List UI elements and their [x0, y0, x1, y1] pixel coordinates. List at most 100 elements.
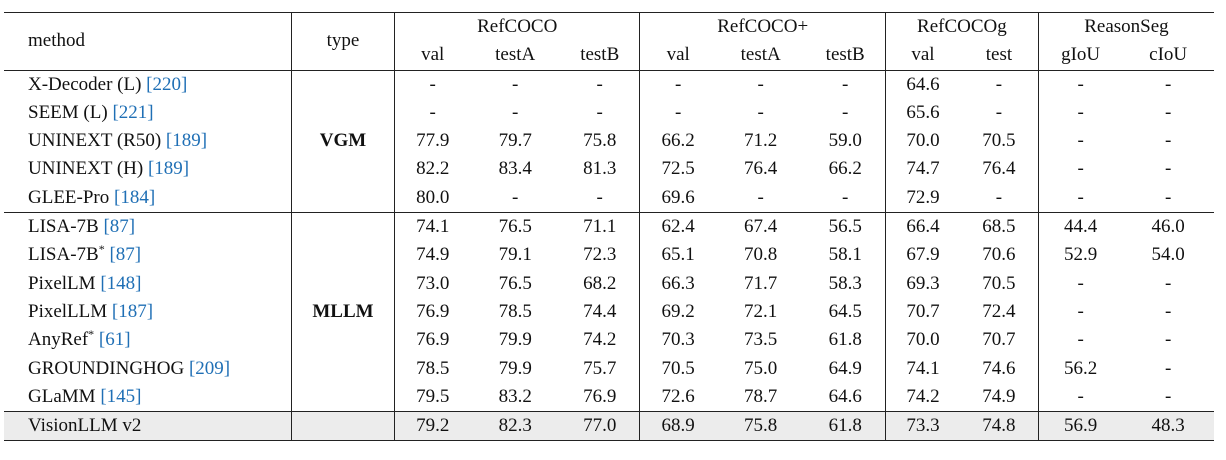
value-cell: -	[512, 186, 519, 208]
value-cell: -	[1165, 300, 1172, 322]
value-cell: 44.4	[1037, 212, 1123, 242]
type-cell	[291, 411, 395, 442]
header-sub: val	[884, 41, 960, 71]
method-cell: GLEE-Pro [184]	[4, 184, 292, 213]
header-group: RefCOCO+	[639, 12, 886, 42]
value-cell: 75.7	[583, 357, 617, 379]
value-cell: -	[639, 98, 716, 128]
value-cell: -	[393, 98, 471, 128]
value-cell: 82.3	[470, 411, 560, 442]
star-mark: *	[88, 327, 95, 342]
value-cell: 78.5	[393, 354, 471, 383]
value-cell: 46.0	[1122, 212, 1214, 242]
header-sub: testA	[740, 44, 781, 66]
value-cell: -	[959, 69, 1039, 99]
table-row: LISA-7B* [87] 74.9 79.1 72.3 65.1 70.8 58.1 67.…	[4, 241, 1214, 270]
header-method: method	[4, 12, 292, 71]
value-cell: 52.9	[1037, 241, 1123, 270]
citation-link[interactable]: [148]	[100, 272, 142, 294]
value-cell: 75.8	[583, 130, 617, 152]
table-row: GLEE-Pro [184] 80.0 - - 69.6 - - 72.9 - - -	[4, 183, 1214, 213]
citation-link[interactable]: [189]	[147, 158, 190, 180]
value-cell: 72.3	[583, 244, 617, 266]
value-cell: 61.8	[805, 411, 886, 442]
table-row: UNINEXT (R50) [189] 77.9 79.7 75.8 66.2 71.2 5…	[4, 127, 1214, 156]
header-sub: val	[393, 41, 471, 71]
method-cell: AnyRef* [61]	[4, 326, 292, 354]
citation-link[interactable]: [220]	[146, 73, 188, 95]
value-cell: 79.5	[393, 382, 471, 412]
value-cell: 68.9	[639, 411, 716, 442]
citation-link[interactable]: [209]	[188, 357, 231, 379]
value-cell: 70.8	[744, 244, 778, 266]
method-name: PixelLLM	[28, 300, 112, 322]
table-row: GROUNDINGHOG [209] 78.5 79.9 75.7 70.5 75.0 64…	[4, 354, 1214, 383]
header-sub: testB	[825, 44, 865, 66]
value-cell: -	[1037, 183, 1123, 213]
value-cell: 73.0	[393, 269, 471, 298]
value-cell: 61.8	[828, 329, 862, 351]
method-cell: UNINEXT (R50) [189]	[4, 127, 292, 155]
value-cell: 76.9	[393, 297, 471, 327]
citation-link[interactable]: [221]	[112, 101, 154, 123]
header-sub: cIoU	[1149, 44, 1188, 66]
header-group: RefCOCOg	[884, 12, 1039, 42]
value-cell: 71.7	[744, 272, 778, 294]
citation-link[interactable]: [87]	[103, 216, 136, 238]
value-cell: -	[805, 69, 886, 99]
value-cell: -	[559, 69, 640, 99]
value-cell: -	[1037, 297, 1123, 327]
method-cell: LISA-7B* [87]	[4, 241, 292, 269]
value-cell: 58.3	[828, 272, 862, 294]
header-group: RefCOCO	[393, 12, 640, 42]
value-cell: -	[1165, 130, 1172, 152]
value-cell: -	[512, 101, 519, 123]
value-cell: 72.5	[639, 155, 716, 184]
value-cell: 83.4	[498, 158, 532, 180]
value-cell: 72.1	[744, 300, 778, 322]
value-cell: 64.6	[884, 69, 960, 99]
value-cell: 82.2	[393, 155, 471, 184]
value-cell: 59.0	[828, 130, 862, 152]
value-cell: -	[1037, 269, 1123, 298]
type-cell: VGM	[291, 69, 395, 213]
value-cell: 70.7	[884, 297, 960, 327]
citation-link[interactable]: [145]	[100, 385, 142, 407]
citation-link[interactable]: [187]	[111, 300, 154, 322]
value-cell: 79.9	[498, 329, 532, 351]
value-cell: -	[1165, 158, 1172, 180]
value-cell: 68.5	[959, 212, 1039, 242]
value-cell: 71.1	[559, 212, 640, 242]
citation-link[interactable]: [189]	[165, 130, 208, 152]
value-cell: 79.1	[498, 244, 532, 266]
table-row: SEEM (L) [221] - - - - - - 65.6 - - -	[4, 98, 1214, 128]
value-cell: 72.9	[884, 183, 960, 213]
value-cell: 73.5	[744, 329, 778, 351]
value-cell: 78.5	[498, 300, 532, 322]
value-cell: -	[842, 186, 849, 208]
value-cell: -	[995, 101, 1003, 123]
citation-link[interactable]: [184]	[114, 186, 156, 208]
value-cell: 64.9	[828, 357, 862, 379]
header-group: ReasonSeg	[1037, 12, 1214, 42]
value-cell: 66.2	[639, 127, 716, 156]
value-cell: 75.8	[715, 411, 806, 442]
value-cell: 74.7	[884, 155, 960, 184]
value-cell: 54.0	[1151, 244, 1185, 266]
header-sub: val	[639, 41, 716, 71]
method-cell: PixelLM [148]	[4, 270, 292, 298]
value-cell: -	[596, 101, 603, 123]
citation-link[interactable]: [61]	[98, 329, 131, 351]
value-cell: 76.9	[393, 326, 471, 355]
header-sub: test	[985, 44, 1013, 66]
value-cell: -	[639, 69, 716, 99]
value-cell: -	[1165, 385, 1172, 407]
value-cell: -	[596, 186, 603, 208]
value-cell: 66.3	[639, 269, 716, 298]
method-name: GLEE-Pro	[28, 186, 115, 208]
value-cell: 70.5	[982, 130, 1016, 152]
method-name: LISA-7B	[28, 216, 104, 238]
citation-link[interactable]: [87]	[109, 244, 142, 266]
value-cell: -	[1037, 127, 1123, 156]
method-cell: UNINEXT (H) [189]	[4, 155, 292, 183]
